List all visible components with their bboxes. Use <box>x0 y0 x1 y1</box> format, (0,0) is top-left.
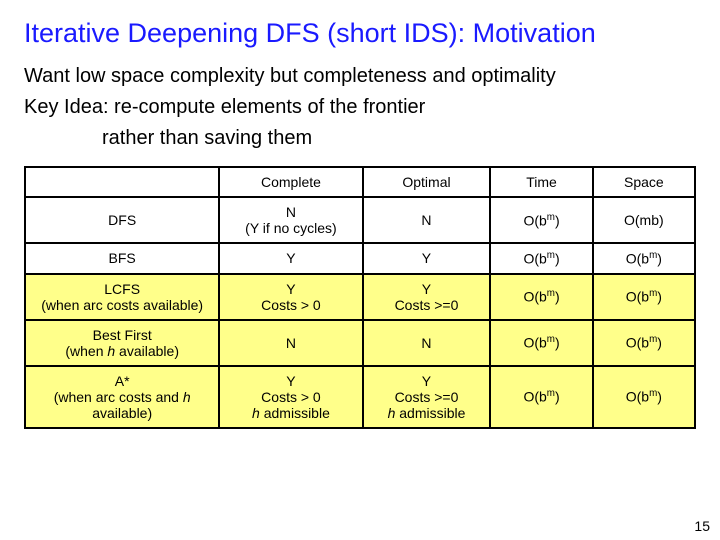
bestfirst-optimal: N <box>363 320 491 366</box>
bfs-space: O(bm) <box>593 243 695 274</box>
astar-optimal: YCosts >=0h admissible <box>363 366 491 428</box>
bfs-time: O(bm) <box>490 243 592 274</box>
lcfs-time: O(bm) <box>490 274 592 320</box>
header-empty <box>25 167 219 197</box>
astar-complete: YCosts > 0h admissible <box>219 366 362 428</box>
bfs-complete: Y <box>219 243 362 274</box>
dfs-space: O(mb) <box>593 197 695 243</box>
row-lcfs: LCFS(when arc costs available) YCosts > … <box>25 274 695 320</box>
body-line-2: Key Idea: re-compute elements of the fro… <box>24 94 696 121</box>
header-complete: Complete <box>219 167 362 197</box>
dfs-complete: N(Y if no cycles) <box>219 197 362 243</box>
table-header-row: Complete Optimal Time Space <box>25 167 695 197</box>
body-line-1: Want low space complexity but completene… <box>24 63 696 90</box>
astar-name: A*(when arc costs and h available) <box>25 366 219 428</box>
slide-number: 15 <box>694 518 710 534</box>
astar-time: O(bm) <box>490 366 592 428</box>
dfs-time: O(bm) <box>490 197 592 243</box>
lcfs-name: LCFS(when arc costs available) <box>25 274 219 320</box>
bestfirst-space: O(bm) <box>593 320 695 366</box>
bfs-name: BFS <box>25 243 219 274</box>
astar-space: O(bm) <box>593 366 695 428</box>
lcfs-space: O(bm) <box>593 274 695 320</box>
row-bestfirst: Best First(when h available) N N O(bm) O… <box>25 320 695 366</box>
slide-title: Iterative Deepening DFS (short IDS): Mot… <box>24 18 696 49</box>
header-time: Time <box>490 167 592 197</box>
dfs-name: DFS <box>25 197 219 243</box>
body-line-3: rather than saving them <box>24 125 696 152</box>
bfs-optimal: Y <box>363 243 491 274</box>
row-astar: A*(when arc costs and h available) YCost… <box>25 366 695 428</box>
lcfs-complete: YCosts > 0 <box>219 274 362 320</box>
bestfirst-name: Best First(when h available) <box>25 320 219 366</box>
row-bfs: BFS Y Y O(bm) O(bm) <box>25 243 695 274</box>
header-optimal: Optimal <box>363 167 491 197</box>
bestfirst-time: O(bm) <box>490 320 592 366</box>
row-dfs: DFS N(Y if no cycles) N O(bm) O(mb) <box>25 197 695 243</box>
lcfs-optimal: YCosts >=0 <box>363 274 491 320</box>
bestfirst-complete: N <box>219 320 362 366</box>
header-space: Space <box>593 167 695 197</box>
comparison-table: Complete Optimal Time Space DFS N(Y if n… <box>24 166 696 429</box>
dfs-optimal: N <box>363 197 491 243</box>
